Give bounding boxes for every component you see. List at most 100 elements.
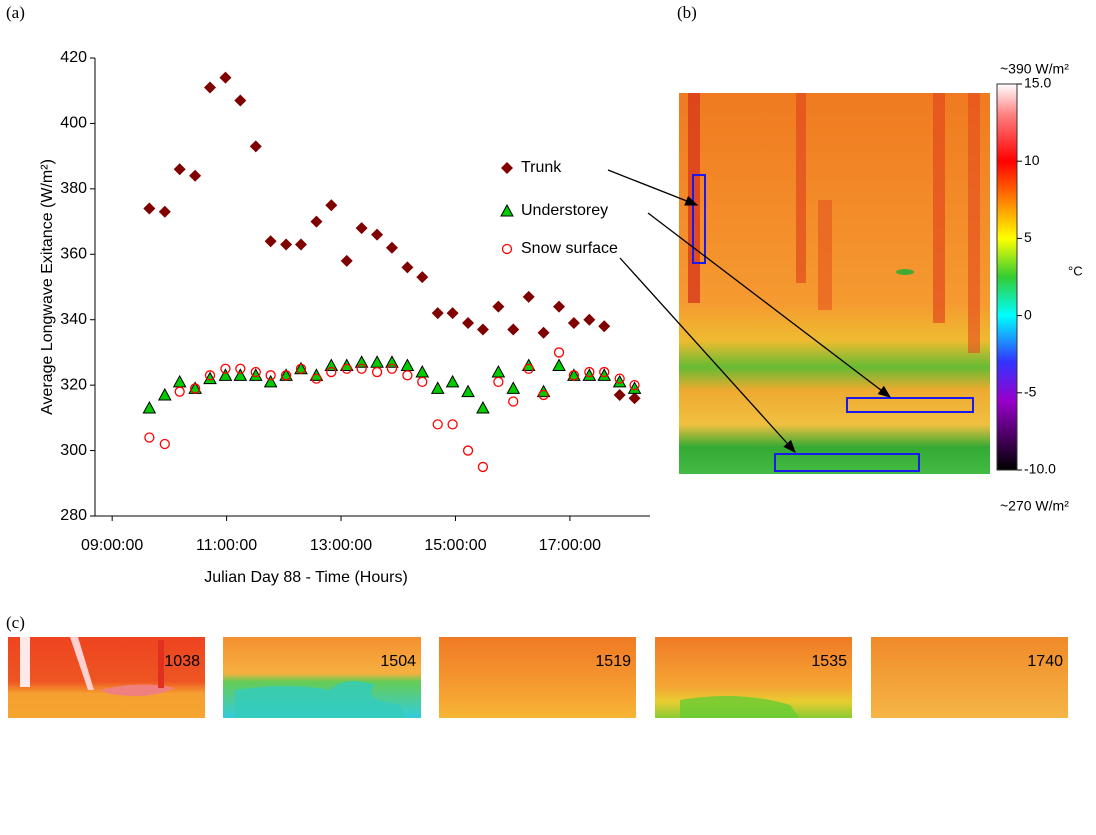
colorbar-tick-label: 0: [1024, 306, 1032, 322]
data-point: [400, 358, 415, 372]
thumbnail-label: 1535: [811, 653, 847, 670]
legend-marker: [500, 203, 514, 217]
data-point: [354, 355, 369, 368]
data-point: [492, 300, 505, 313]
data-point: [613, 388, 626, 401]
data-point: [220, 363, 231, 374]
x-axis-title: Julian Day 88 - Time (Hours): [204, 569, 408, 586]
data-point: [523, 363, 534, 374]
data-point: [189, 169, 202, 182]
colorbar-tick-label: 15.0: [1024, 75, 1051, 91]
data-point: [265, 370, 276, 381]
data-point: [447, 419, 458, 430]
data-point: [402, 370, 413, 381]
x-tick-label: 17:00:00: [539, 537, 601, 554]
data-point: [263, 374, 278, 388]
data-point: [172, 374, 187, 388]
data-point: [280, 238, 293, 251]
data-point: [234, 94, 247, 107]
data-point: [385, 241, 398, 254]
colorbar-bottom-label: ~270 W/m²: [1000, 498, 1069, 514]
data-point: [311, 373, 322, 384]
x-tick-label: 13:00:00: [310, 537, 372, 554]
data-point: [385, 355, 399, 368]
legend-marker: [501, 162, 513, 174]
data-point: [340, 254, 353, 267]
y-tick-label: 400: [60, 115, 87, 132]
data-point: [431, 307, 444, 320]
data-point: [204, 370, 216, 381]
data-point: [144, 432, 155, 443]
legend-label: Snow surface: [521, 240, 618, 257]
data-point: [294, 238, 307, 251]
data-point: [401, 261, 414, 274]
data-point: [371, 366, 383, 378]
data-point: [553, 347, 565, 358]
data-point: [445, 374, 460, 388]
data-point: [628, 392, 641, 405]
data-point: [599, 366, 610, 378]
y-tick-label: 340: [60, 311, 87, 328]
data-point: [173, 163, 186, 176]
data-point: [325, 199, 338, 212]
data-point: [219, 71, 232, 84]
thumbnail-label: 1504: [380, 653, 416, 670]
data-point: [537, 326, 550, 339]
data-point: [280, 370, 292, 381]
data-point: [250, 366, 261, 378]
data-point: [446, 307, 459, 320]
data-point: [341, 363, 352, 374]
data-point: [174, 386, 185, 397]
data-point: [356, 363, 367, 374]
legend-marker: [501, 243, 513, 255]
thumbnail: 1038: [8, 637, 205, 718]
data-point: [371, 228, 384, 241]
y-tick-label: 360: [60, 246, 87, 263]
data-point: [430, 381, 445, 394]
data-point: [264, 235, 277, 248]
data-point: [614, 373, 625, 384]
data-point: [552, 358, 566, 372]
data-point: [417, 376, 428, 388]
y-tick-label: 300: [60, 442, 87, 459]
data-point: [326, 366, 337, 378]
thumbnail: 1740: [871, 637, 1068, 718]
data-point: [584, 366, 595, 378]
thermal-image: [679, 93, 990, 474]
data-point: [249, 140, 262, 153]
panel-label: (c): [6, 613, 25, 632]
y-tick-label: 380: [60, 180, 87, 197]
data-point: [507, 323, 520, 336]
colorbar-tick-label: 10: [1024, 152, 1040, 168]
data-point: [598, 320, 611, 333]
x-tick-label: 11:00:00: [196, 537, 257, 554]
data-point: [493, 376, 504, 388]
colorbar-tick-label: 5: [1024, 229, 1032, 245]
data-point: [142, 400, 157, 414]
thumbnail: 1504: [223, 637, 421, 718]
data-point: [477, 461, 489, 473]
colorbar: [996, 83, 1018, 471]
colorbar-unit: °C: [1068, 263, 1083, 278]
thumbnail: 1535: [655, 637, 852, 718]
x-tick-label: 09:00:00: [81, 537, 143, 554]
data-point: [143, 202, 156, 215]
data-point: [508, 396, 519, 407]
data-point: [370, 355, 384, 368]
y-tick-label: 280: [60, 507, 87, 524]
data-point: [476, 400, 490, 414]
data-point: [522, 290, 535, 303]
annotation-arrows: [607, 169, 892, 453]
x-tick-label: 15:00:00: [424, 537, 486, 554]
data-point: [629, 379, 640, 391]
y-tick-label: 420: [60, 49, 87, 66]
data-point: [538, 389, 549, 401]
thumbnail-label: 1519: [595, 653, 631, 670]
thumbnail-label: 1740: [1027, 653, 1063, 670]
data-point: [416, 271, 429, 284]
data-point: [567, 316, 580, 329]
data-point: [491, 365, 506, 378]
legend-label: Understorey: [521, 202, 608, 219]
